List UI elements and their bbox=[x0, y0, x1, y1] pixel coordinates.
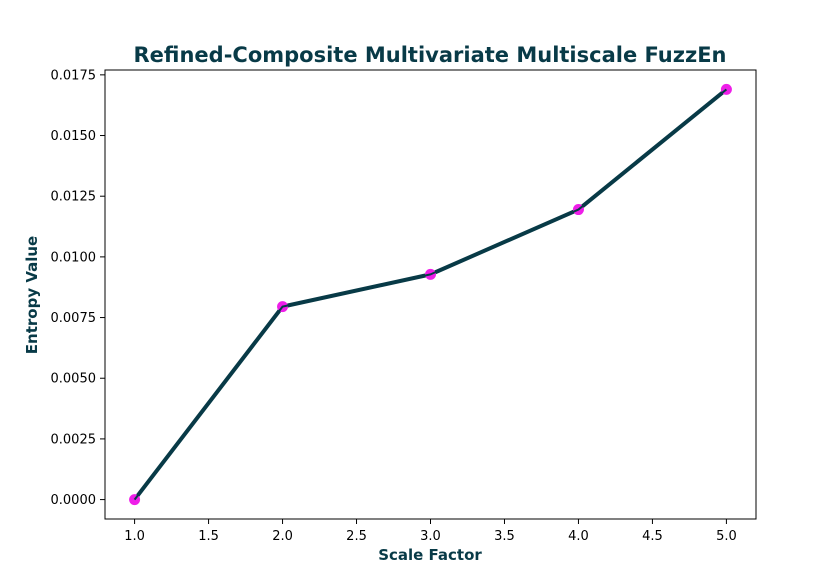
y-tick-label: 0.0175 bbox=[51, 68, 97, 83]
x-tick-label: 2.0 bbox=[272, 529, 293, 544]
x-tick-label: 5.0 bbox=[716, 529, 737, 544]
chart-title: Refined-Composite Multivariate Multiscal… bbox=[134, 43, 727, 67]
y-tick-label: 0.0100 bbox=[51, 250, 97, 265]
series-line-overlay bbox=[133, 88, 728, 501]
x-axis-label: Scale Factor bbox=[378, 546, 482, 564]
series-line bbox=[132, 87, 729, 502]
x-tick-label: 2.5 bbox=[346, 529, 367, 544]
x-tick-label: 4.0 bbox=[568, 529, 589, 544]
y-tick-label: 0.0050 bbox=[51, 372, 97, 387]
y-axis-label: Entropy Value bbox=[23, 236, 41, 354]
x-tick-label: 1.5 bbox=[198, 529, 219, 544]
x-tick-label: 4.5 bbox=[642, 529, 663, 544]
plot-frame bbox=[104, 69, 757, 520]
y-tick-label: 0.0150 bbox=[51, 129, 97, 144]
x-axis: 1.0 1.5 2.0 2.5 3.0 3.5 4.0 4.5 5.0 bbox=[124, 519, 737, 544]
x-tick-label: 3.0 bbox=[420, 529, 441, 544]
series-layer bbox=[129, 83, 732, 506]
y-axis: 0.0000 0.0025 0.0050 0.0075 0.0100 0.0125 0.01… bbox=[51, 68, 105, 508]
x-tick-label: 1.0 bbox=[124, 529, 145, 544]
y-tick-label: 0.0000 bbox=[51, 493, 97, 508]
plot-area bbox=[104, 69, 757, 520]
y-tick-label: 0.0025 bbox=[51, 432, 97, 447]
x-tick-label: 3.5 bbox=[494, 529, 515, 544]
y-tick-label: 0.0125 bbox=[51, 190, 97, 205]
y-tick-label: 0.0075 bbox=[51, 311, 97, 326]
